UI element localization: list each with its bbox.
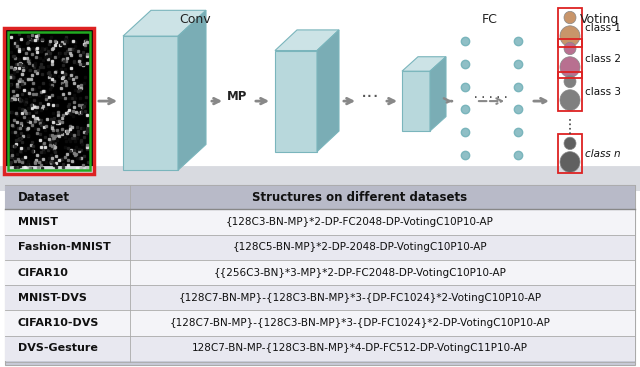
Bar bbox=[5, 260, 635, 285]
Circle shape bbox=[564, 137, 576, 150]
Text: MP: MP bbox=[227, 91, 247, 103]
Text: {128C7-BN-MP}-{128C3-BN-MP}*3-{DP-FC1024}*2-DP-VotingC10P10-AP: {128C7-BN-MP}-{128C3-BN-MP}*3-{DP-FC1024… bbox=[170, 318, 550, 328]
Circle shape bbox=[560, 152, 580, 172]
Text: Structures on different datasets: Structures on different datasets bbox=[252, 191, 468, 204]
Bar bbox=[5, 336, 635, 361]
Polygon shape bbox=[402, 71, 430, 131]
Bar bbox=[5, 285, 635, 310]
Text: {128C7-BN-MP}-{128C3-BN-MP}*3-{DP-FC1024}*2-VotingC10P10-AP: {128C7-BN-MP}-{128C3-BN-MP}*3-{DP-FC1024… bbox=[179, 293, 541, 303]
Polygon shape bbox=[402, 57, 446, 71]
Polygon shape bbox=[178, 10, 206, 170]
Text: {{256C3-BN}*3-MP}*2-DP-FC2048-DP-VotingC10P10-AP: {{256C3-BN}*3-MP}*2-DP-FC2048-DP-VotingC… bbox=[214, 268, 506, 277]
Bar bbox=[4, 28, 94, 174]
Bar bbox=[5, 209, 635, 235]
Bar bbox=[5, 185, 635, 209]
Text: MNIST-DVS: MNIST-DVS bbox=[18, 293, 87, 303]
Text: class 2: class 2 bbox=[585, 54, 621, 64]
Circle shape bbox=[560, 90, 580, 110]
Text: class 1: class 1 bbox=[585, 23, 621, 33]
Polygon shape bbox=[275, 51, 317, 152]
Text: CIFAR10-DVS: CIFAR10-DVS bbox=[18, 318, 99, 328]
Text: Dataset: Dataset bbox=[18, 191, 70, 204]
Text: FC: FC bbox=[482, 14, 498, 26]
Circle shape bbox=[564, 75, 576, 88]
Polygon shape bbox=[275, 30, 339, 51]
Text: Voting: Voting bbox=[580, 14, 620, 26]
Text: MNIST: MNIST bbox=[18, 217, 58, 227]
Text: 128C7-BN-MP-{128C3-BN-MP}*4-DP-FC512-DP-VotingC11P10-AP: 128C7-BN-MP-{128C3-BN-MP}*4-DP-FC512-DP-… bbox=[192, 344, 528, 353]
Bar bbox=[558, 8, 582, 47]
Bar bbox=[5, 235, 635, 260]
Text: {128C3-BN-MP}*2-DP-FC2048-DP-VotingC10P10-AP: {128C3-BN-MP}*2-DP-FC2048-DP-VotingC10P1… bbox=[226, 217, 494, 227]
Bar bbox=[4, 28, 94, 174]
Circle shape bbox=[560, 57, 580, 77]
Bar bbox=[558, 39, 582, 79]
Circle shape bbox=[564, 42, 576, 55]
Bar bbox=[558, 72, 582, 112]
Circle shape bbox=[564, 11, 576, 24]
Text: class 3: class 3 bbox=[585, 87, 621, 97]
Text: DVS-Gesture: DVS-Gesture bbox=[18, 344, 98, 353]
Polygon shape bbox=[123, 10, 206, 36]
Text: class n: class n bbox=[585, 149, 621, 159]
Bar bbox=[8, 32, 90, 170]
Text: ·····: ····· bbox=[472, 91, 509, 105]
Polygon shape bbox=[317, 30, 339, 152]
Bar bbox=[5, 310, 635, 336]
Polygon shape bbox=[430, 57, 446, 131]
Text: CIFAR10: CIFAR10 bbox=[18, 268, 69, 277]
Text: {128C5-BN-MP}*2-DP-2048-DP-VotingC10P10-AP: {128C5-BN-MP}*2-DP-2048-DP-VotingC10P10-… bbox=[233, 242, 487, 252]
Text: Fashion-MNIST: Fashion-MNIST bbox=[18, 242, 111, 252]
Bar bbox=[558, 134, 582, 173]
Circle shape bbox=[560, 26, 580, 46]
Polygon shape bbox=[123, 36, 178, 170]
FancyBboxPatch shape bbox=[0, 166, 640, 193]
Text: ···: ··· bbox=[360, 88, 380, 108]
Text: Conv: Conv bbox=[179, 14, 211, 26]
